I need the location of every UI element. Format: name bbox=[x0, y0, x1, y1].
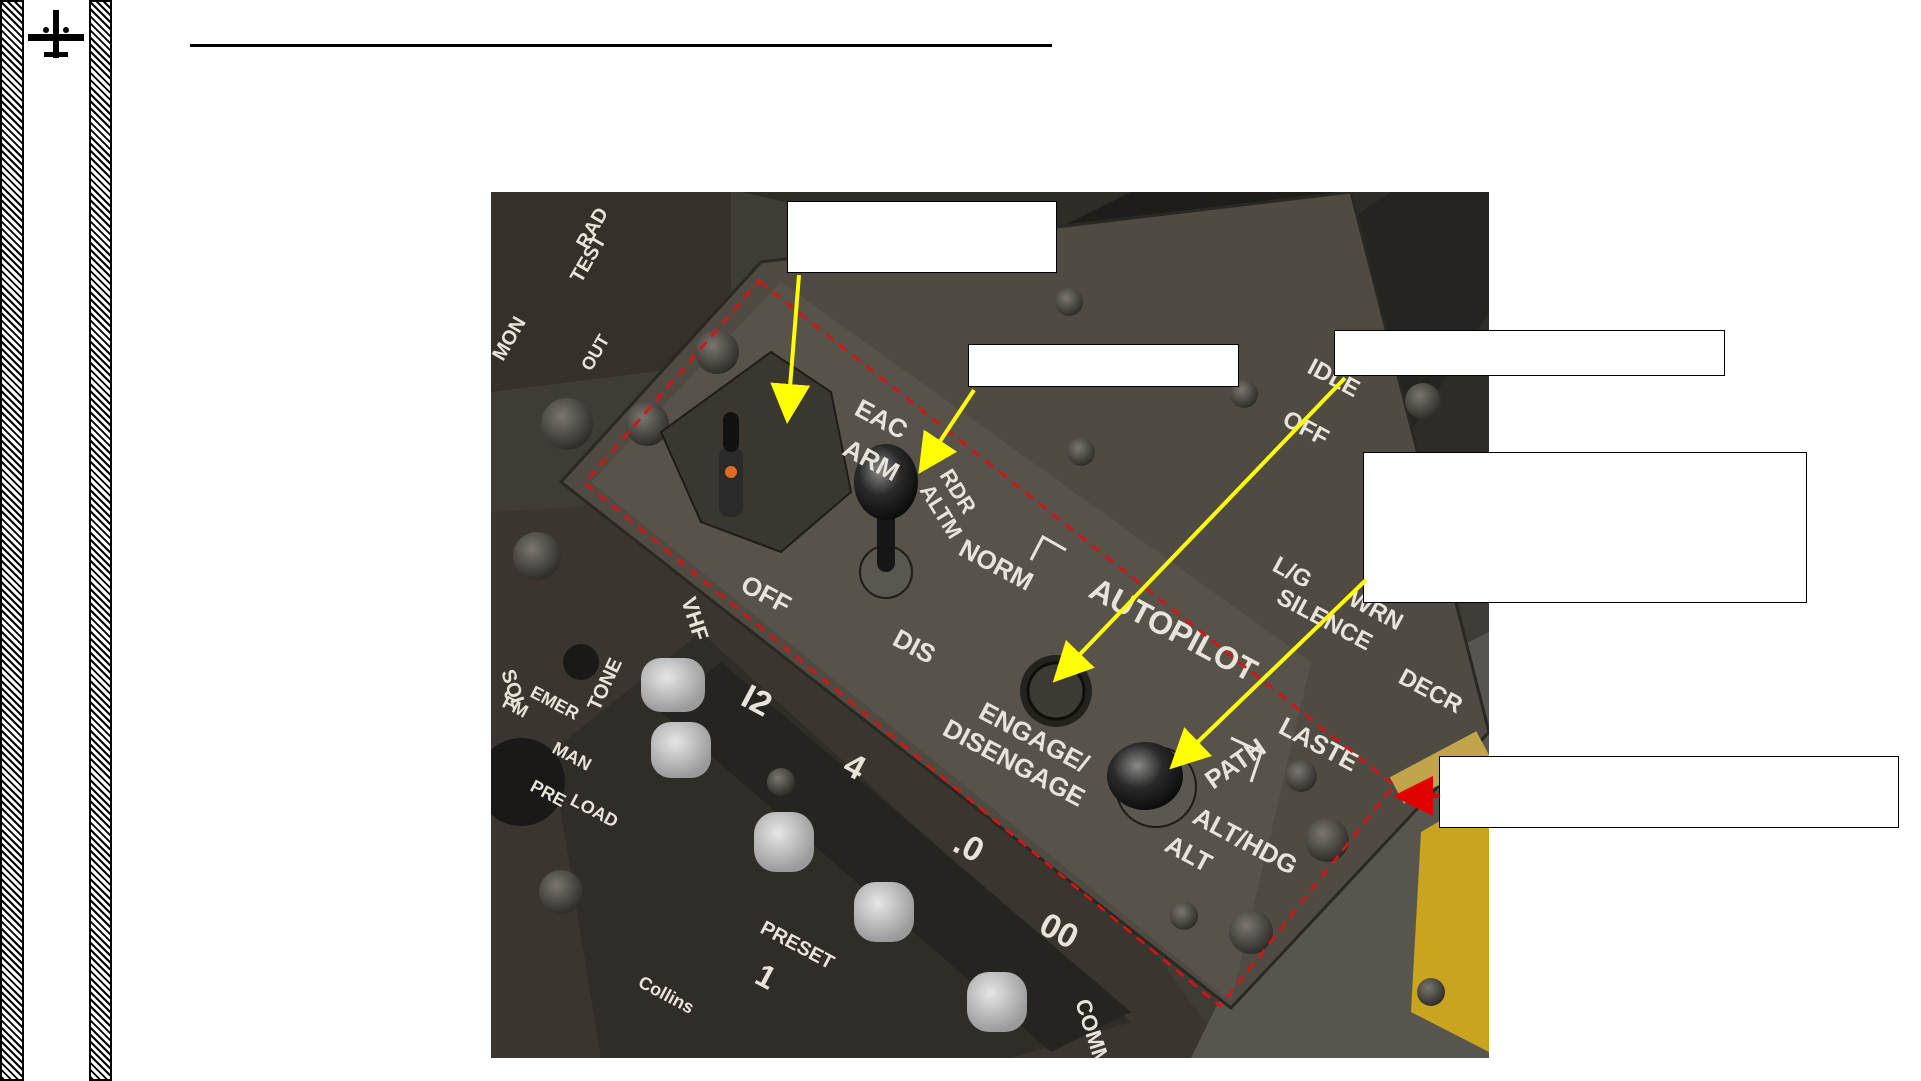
callout-laste-panel bbox=[1439, 756, 1899, 828]
engage-disengage-button bbox=[1020, 655, 1092, 727]
callout-radar-altimeter bbox=[968, 344, 1239, 387]
callout-eac-switch bbox=[787, 201, 1057, 273]
callout-engage-button bbox=[1334, 330, 1725, 376]
callout-mode-selector bbox=[1363, 452, 1807, 603]
left-hatch-border bbox=[0, 0, 24, 1081]
cockpit-panel-photo: EAC ARM OFF RDR ALTM NORM DIS AUTOPILOT … bbox=[491, 192, 1489, 1058]
right-hatch-border bbox=[89, 0, 112, 1081]
title-underline bbox=[190, 44, 1052, 47]
a10-aircraft-icon bbox=[28, 10, 84, 58]
